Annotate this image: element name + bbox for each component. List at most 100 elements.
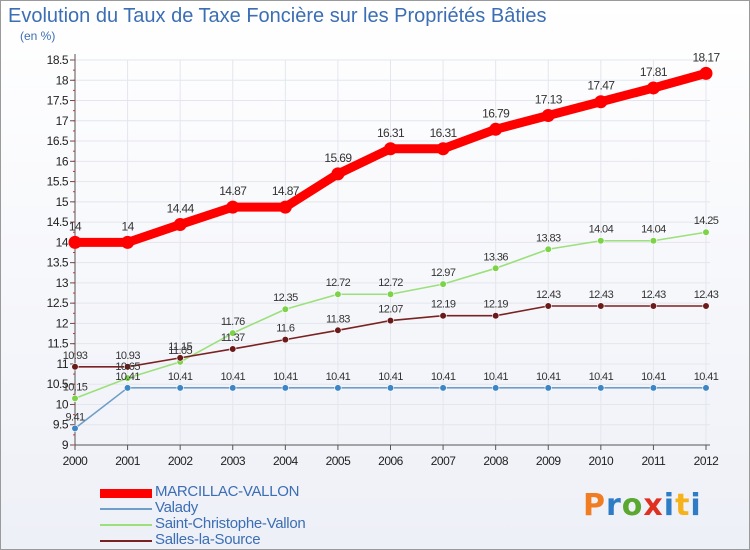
x-tick-label: 2008: [483, 454, 509, 468]
data-point: [121, 235, 135, 249]
data-label: 10.41: [378, 371, 403, 383]
data-label: 12.43: [694, 289, 719, 301]
data-point: [544, 302, 552, 310]
y-tick-label: 13.5: [47, 256, 69, 270]
y-tick-label: 18.5: [47, 53, 69, 67]
data-point: [492, 384, 500, 392]
data-point: [492, 264, 500, 272]
chart-title: Evolution du Taux de Taxe Foncière sur l…: [8, 5, 547, 27]
data-label: 12.43: [536, 289, 561, 301]
legend-swatch: [100, 524, 152, 526]
data-point: [334, 290, 342, 298]
data-label: 12.19: [483, 299, 508, 311]
data-point: [281, 336, 289, 344]
data-label: 11.37: [221, 332, 245, 344]
legend-swatch: [100, 508, 152, 510]
data-label: 13.36: [483, 251, 508, 263]
data-point: [71, 424, 79, 432]
data-label: 13.83: [536, 232, 561, 244]
data-point: [544, 384, 552, 392]
data-point: [544, 245, 552, 253]
logo-letter: o: [621, 488, 644, 523]
data-label: 12.43: [641, 289, 666, 301]
y-tick-label: 12: [56, 316, 69, 330]
logo-letter: i: [663, 488, 676, 523]
data-label: 14.25: [694, 215, 719, 227]
data-label: 17.13: [535, 93, 563, 107]
data-point: [384, 142, 397, 156]
x-tick-label: 2001: [115, 454, 141, 468]
data-label: 10.41: [220, 371, 245, 383]
data-label: 11.15: [168, 341, 192, 353]
data-point: [702, 228, 710, 236]
data-label: 10.41: [483, 371, 508, 383]
data-label: 10.41: [273, 371, 298, 383]
x-tick-label: 2002: [168, 454, 194, 468]
data-point: [597, 237, 605, 245]
y-tick-label: 9.5: [53, 418, 69, 432]
data-label: 14.44: [167, 202, 195, 216]
y-tick-label: 10: [56, 397, 69, 411]
y-tick-label: 11: [57, 357, 69, 371]
data-label: 14.04: [641, 224, 666, 236]
data-point: [176, 354, 184, 362]
data-point: [331, 167, 345, 181]
logo-letter: i: [690, 488, 702, 523]
y-tick-label: 13: [56, 276, 69, 290]
data-point: [439, 384, 447, 392]
data-point: [597, 302, 605, 310]
data-label: 14.87: [272, 184, 300, 198]
data-label: 12.35: [273, 292, 298, 304]
logo-letter: x: [643, 488, 664, 523]
data-label: 14.87: [219, 184, 247, 198]
grid: [74, 59, 710, 446]
data-label: 12.97: [431, 267, 456, 279]
y-tick-label: 14: [56, 235, 69, 249]
data-point: [646, 81, 660, 95]
unit-label: (en %): [20, 29, 56, 43]
data-point: [699, 66, 713, 80]
data-label: 10.41: [168, 371, 193, 383]
y-tick-label: 14.5: [47, 215, 69, 229]
data-label: 10.41: [326, 371, 351, 383]
y-tick-label: 15.5: [47, 175, 69, 189]
y-tick-label: 10.5: [47, 377, 69, 391]
data-point: [173, 218, 187, 232]
data-label: 12.19: [431, 299, 456, 311]
x-tick-label: 2000: [63, 454, 89, 468]
x-tick-label: 2011: [642, 454, 667, 468]
x-tick-label: 2007: [431, 454, 457, 468]
data-label: 11.76: [221, 316, 245, 328]
legend-label: MARCILLAC-VALLON: [155, 483, 300, 500]
data-point: [281, 305, 289, 313]
data-point: [649, 384, 658, 392]
data-point: [278, 200, 292, 214]
legend-label: Valady: [155, 499, 198, 516]
y-tick-label: 16.5: [47, 134, 69, 148]
data-label: 12.72: [378, 277, 403, 289]
data-point: [71, 363, 79, 371]
data-label: 14.04: [589, 224, 614, 236]
x-tick-label: 2005: [326, 454, 352, 468]
data-point: [439, 280, 447, 288]
data-point: [334, 384, 342, 392]
legend-swatch: [100, 488, 152, 498]
data-point: [176, 384, 184, 392]
x-tick-label: 2004: [273, 454, 299, 468]
data-point: [386, 290, 395, 298]
data-label: 14: [69, 219, 82, 233]
data-label: 10.41: [694, 371, 719, 383]
data-label: 10.41: [641, 371, 666, 383]
data-point: [386, 384, 395, 392]
y-tick-label: 16: [56, 154, 69, 168]
x-tick-label: 2009: [536, 454, 562, 468]
data-point: [71, 394, 79, 402]
data-label: 11.05: [168, 345, 192, 357]
data-point: [489, 122, 503, 136]
data-label: 10.41: [536, 371, 561, 383]
data-label: 10.93: [63, 350, 88, 362]
y-tick-label: 9: [62, 438, 69, 452]
y-tick-label: 17: [56, 114, 69, 128]
